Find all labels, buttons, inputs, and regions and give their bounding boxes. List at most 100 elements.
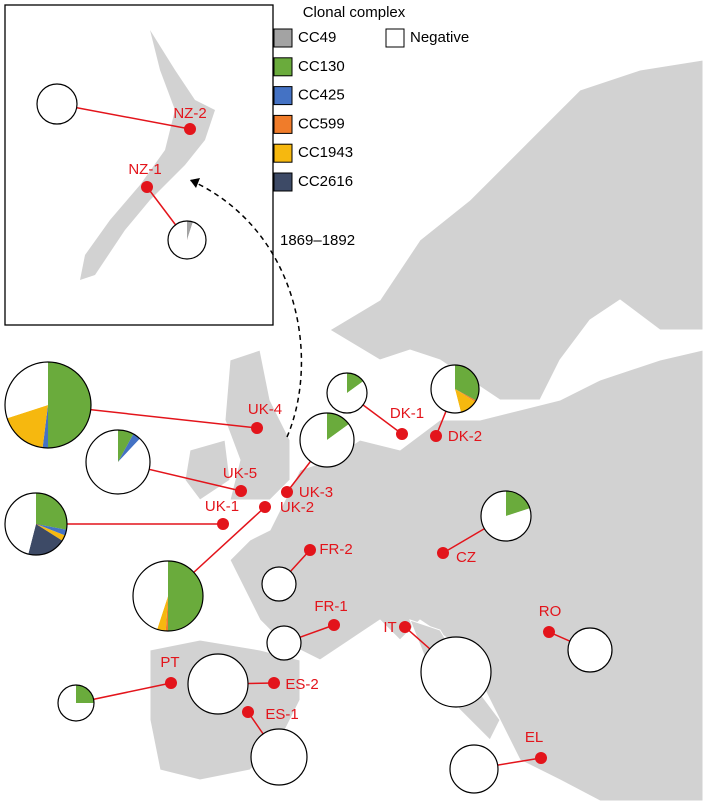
- legend-label: Negative: [410, 29, 469, 46]
- pie-slice: [455, 389, 477, 402]
- pie-slice: [28, 524, 63, 555]
- site: DK-2: [430, 364, 482, 445]
- pie-slice: [37, 84, 77, 124]
- pie-outline: [4, 361, 92, 449]
- pie-slice: [76, 685, 94, 703]
- legend-label: CC49: [298, 29, 336, 46]
- sites: NZ-2 NZ-1 UK-4 UK-5 UK-1 UK-3UK-2 DK-1 DK-2 CZ FR…: [4, 83, 613, 794]
- site: CZ: [437, 490, 532, 566]
- pie-slice: [118, 433, 140, 462]
- pie-slice: [85, 430, 150, 495]
- legend-label: CC2616: [298, 173, 353, 190]
- pie-slice: [167, 221, 206, 260]
- legend-swatch: [273, 28, 293, 48]
- legend-label: CC425: [298, 87, 345, 104]
- site-label: PT: [160, 654, 179, 671]
- site-dot: [430, 430, 442, 442]
- pie-slice: [299, 413, 354, 467]
- pie-outline: [187, 653, 249, 715]
- site: FR-1: [266, 598, 348, 661]
- site-dot: [184, 123, 196, 135]
- site-label: EL: [525, 729, 543, 746]
- legend-swatch: [273, 86, 293, 106]
- site-label: UK-5: [223, 465, 257, 482]
- pie-outline: [420, 636, 492, 708]
- site: RO: [539, 603, 613, 673]
- legend-label: CC1943: [298, 144, 353, 161]
- pie-outline: [449, 744, 499, 794]
- pie-outline: [132, 560, 204, 632]
- site-label: DK-2: [448, 428, 482, 445]
- site-dot: [217, 518, 229, 530]
- pie-slice: [568, 628, 612, 672]
- site: NZ-1: [128, 161, 207, 260]
- pie-slice: [450, 745, 498, 793]
- site-label: FR-2: [319, 541, 352, 558]
- legend-label: CC599: [298, 115, 345, 132]
- pie-slice: [327, 373, 367, 413]
- legend-label: CC130: [298, 58, 345, 75]
- pie-slice: [327, 413, 349, 440]
- legend-swatch: [273, 57, 293, 77]
- pie-outline: [326, 372, 368, 414]
- site: UK-4: [4, 361, 282, 449]
- pie-slice: [4, 362, 48, 419]
- pie-slice: [267, 626, 301, 660]
- pie-slice: [251, 729, 307, 785]
- scandinavia: [329, 59, 703, 401]
- pie-slice: [347, 373, 364, 393]
- site: NZ-2: [36, 83, 207, 135]
- site-dot: [396, 428, 408, 440]
- pie-slice: [42, 405, 48, 448]
- pie-slice: [133, 561, 168, 630]
- pie-slice: [455, 389, 476, 413]
- pie-slice: [481, 491, 531, 541]
- site: PT: [57, 654, 180, 722]
- site-label: DK-1: [390, 405, 424, 422]
- pie-slice: [168, 561, 203, 631]
- legend-swatch: [273, 143, 293, 163]
- site: IT: [383, 619, 492, 708]
- pie-slice: [58, 685, 94, 721]
- site-dot: [235, 485, 247, 497]
- site: ES-1: [242, 706, 308, 786]
- site-dot: [242, 706, 254, 718]
- new-zealand: [80, 30, 215, 280]
- site-dot: [399, 621, 411, 633]
- annotation: 1869–1892: [280, 232, 355, 249]
- pie-outline: [299, 412, 355, 468]
- pie-outline: [250, 728, 308, 786]
- site: UK-1: [4, 492, 239, 556]
- connector: [56, 103, 191, 130]
- site-label: ES-2: [285, 676, 318, 693]
- land: [149, 59, 703, 802]
- site-dot: [328, 619, 340, 631]
- site: FR-2: [261, 541, 353, 602]
- site-dot: [141, 181, 153, 193]
- site-dot: [437, 547, 449, 559]
- site-label: FR-1: [314, 598, 347, 615]
- site: UK-3: [281, 412, 355, 501]
- pie-outline: [261, 566, 297, 602]
- pie-outline: [36, 83, 78, 125]
- continent: [229, 349, 703, 802]
- site-label: IT: [383, 619, 396, 636]
- pie-slice: [118, 430, 134, 462]
- pie-slice: [165, 596, 168, 631]
- arrow-head: [190, 178, 200, 188]
- pie-slice: [157, 596, 168, 631]
- site-dot: [268, 677, 280, 689]
- legend-swatch: [385, 28, 405, 48]
- pie-slice: [431, 365, 461, 413]
- site: UK-5: [85, 429, 257, 497]
- pie-outline: [167, 220, 207, 260]
- pie-slice: [5, 493, 37, 555]
- site-dot: [535, 752, 547, 764]
- pie-slice: [36, 493, 68, 530]
- site: UK-2: [132, 499, 314, 632]
- pie-outline: [430, 364, 480, 414]
- site-label: ES-1: [265, 706, 298, 723]
- pie-outline: [4, 492, 68, 556]
- pie-slice: [506, 490, 530, 516]
- pie-outline: [85, 429, 151, 495]
